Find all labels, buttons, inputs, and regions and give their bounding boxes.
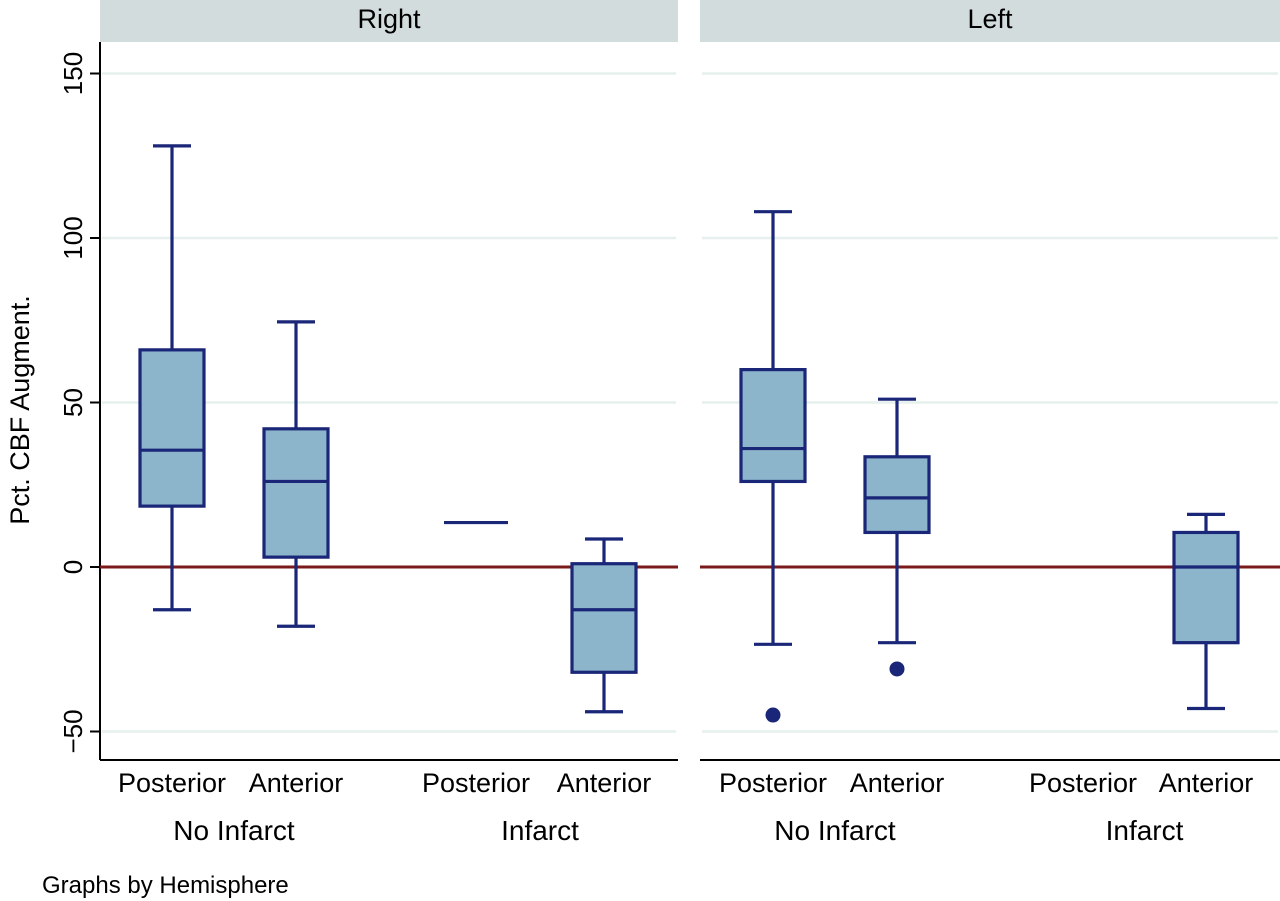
x-category-label: Posterior [118,768,226,798]
iqr-box [863,455,931,535]
grid-lines [102,72,1278,733]
x-category-label: Posterior [719,768,827,798]
graphs-by-note: Graphs by Hemisphere [42,872,289,899]
y-tick-label: 100 [58,216,88,259]
panel-header-left [700,0,1280,42]
x-group-label: Infarct [501,815,579,846]
iqr-box [739,368,807,484]
x-category-label: Anterior [850,768,945,798]
y-tick-label: 150 [58,52,88,95]
x-category-label: Posterior [1029,768,1137,798]
x-group-label: No Infarct [173,815,295,846]
axes: −50 0 50 100 150 [58,42,1280,761]
iqr-box [1172,530,1240,645]
y-tick-label: −50 [58,709,88,753]
panel-title: Right [357,4,421,34]
outlier-point [765,707,781,723]
y-tick-label: 0 [58,560,88,574]
x-group-label: Infarct [1106,815,1184,846]
x-category-label: Anterior [557,768,652,798]
x-category-label: Anterior [249,768,344,798]
panel-header-right [100,0,678,42]
iqr-box [262,427,330,559]
box-marks [138,144,1240,723]
iqr-box [570,562,638,674]
y-axis-title: Pct. CBF Augment. [5,295,35,525]
panel-title: Left [967,4,1013,34]
x-category-label: Anterior [1159,768,1254,798]
outlier-point [889,661,905,677]
panel-headers: Right Left [100,0,1280,42]
iqr-box [138,348,206,508]
category-labels: Posterior Anterior No Infarct Posterior Ante… [118,768,1253,846]
y-tick-label: 50 [58,388,88,417]
x-group-label: No Infarct [774,815,896,846]
x-category-label: Posterior [422,768,530,798]
